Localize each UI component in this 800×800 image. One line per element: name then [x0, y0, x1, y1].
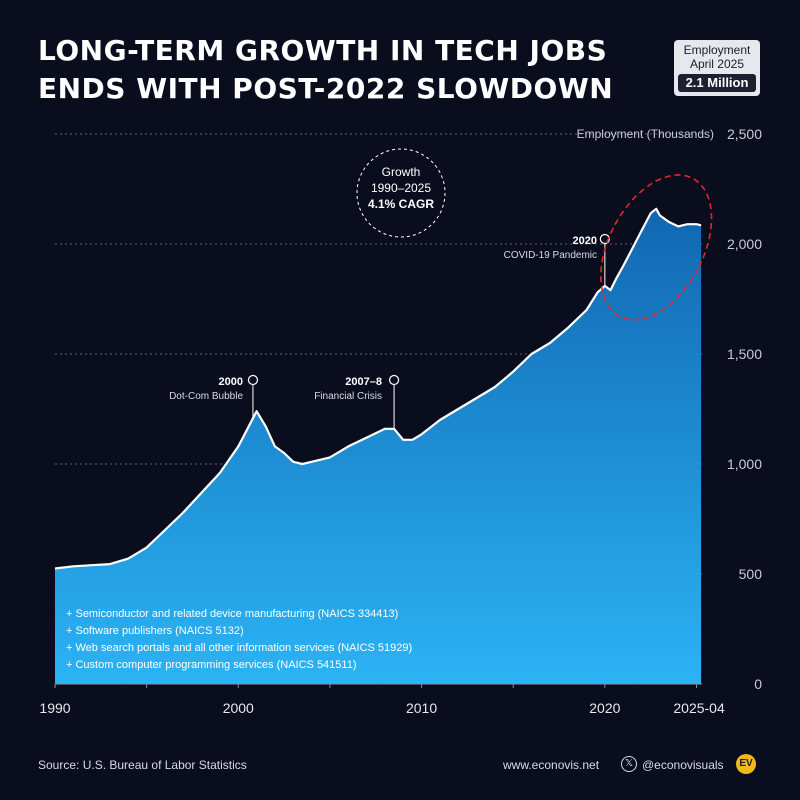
notes: + Semiconductor and related device manuf… — [66, 608, 412, 671]
y-tick-label: 500 — [739, 566, 763, 582]
x-tick-label: 2020 — [589, 700, 620, 716]
y-tick-label: 0 — [754, 676, 762, 692]
badge-line-1: Employment — [683, 43, 751, 57]
employment-line — [54, 207, 702, 570]
page-title: LONG-TERM GROWTH IN TECH JOBS ENDS WITH … — [38, 32, 613, 108]
econovis-logo-icon: EV — [736, 754, 756, 774]
slowdown-highlight-ellipse — [600, 174, 713, 321]
event-financial-crisis: 2007–8 Financial Crisis — [314, 374, 400, 429]
y-tick-label: 1,000 — [727, 456, 762, 472]
event-dot-com: 2000 Dot-Com Bubble — [169, 374, 259, 419]
x-tick-label: 2000 — [223, 700, 254, 716]
website-link[interactable]: www.econovis.net — [503, 758, 600, 772]
growth-line-3: 4.1% CAGR — [368, 197, 434, 211]
event-label-dot-com: Dot-Com Bubble — [169, 391, 243, 402]
badge-value: 2.1 Million — [678, 74, 756, 92]
x-tick-label: 2025-04 — [673, 700, 725, 716]
event-year-dot-com: 2000 — [219, 376, 243, 388]
event-year-financial-crisis: 2007–8 — [345, 376, 382, 388]
y-tick-label: 1,500 — [727, 346, 762, 362]
event-label-covid: COVID-19 Pandemic — [504, 250, 597, 261]
growth-line-1: Growth — [382, 165, 421, 179]
title-line-2: ENDS WITH POST-2022 SLOWDOWN — [38, 72, 614, 105]
note-2: + Software publishers (NAICS 5132) — [66, 625, 244, 637]
y-axis-label: Employment (Thousands) — [577, 127, 714, 141]
x-tick-label: 1990 — [39, 700, 70, 716]
growth-line-2: 1990–2025 — [371, 181, 431, 195]
social-handle[interactable]: @econovisuals — [642, 758, 724, 772]
event-year-covid: 2020 — [573, 235, 597, 247]
x-logo-icon: 𝕏 — [621, 756, 637, 772]
title-line-1: LONG-TERM GROWTH IN TECH JOBS — [38, 34, 608, 67]
note-3: + Web search portals and all other infor… — [66, 642, 412, 654]
employment-badge: Employment April 2025 2.1 Million — [674, 40, 760, 96]
y-tick-label: 2,000 — [727, 236, 762, 252]
note-1: + Semiconductor and related device manuf… — [66, 608, 398, 620]
event-covid: 2020 COVID-19 Pandemic — [504, 233, 610, 286]
event-label-financial-crisis: Financial Crisis — [314, 391, 382, 402]
x-tick-label: 2010 — [406, 700, 437, 716]
growth-circle: Growth 1990–2025 4.1% CAGR — [356, 148, 446, 238]
y-tick-label: 2,500 — [727, 126, 762, 142]
badge-line-2: April 2025 — [689, 57, 745, 71]
note-4: + Custom computer programming services (… — [66, 659, 357, 671]
employment-area — [55, 208, 702, 685]
source-text: Source: U.S. Bureau of Labor Statistics — [38, 758, 247, 772]
